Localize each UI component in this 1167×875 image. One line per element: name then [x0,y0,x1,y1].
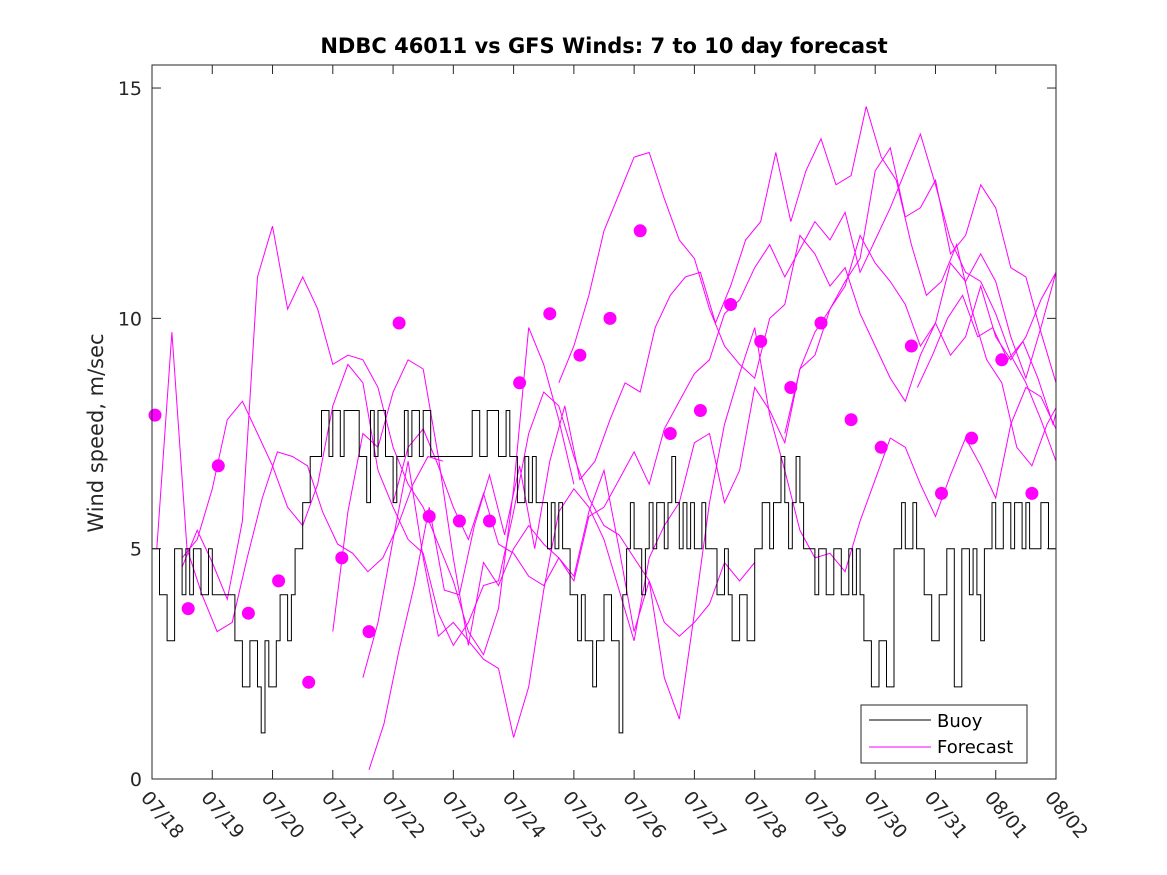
y-tick-label: 15 [118,78,142,100]
forecast-point [995,353,1009,367]
plot-background [152,65,1056,779]
forecast-point [362,625,376,639]
forecast-point [241,606,255,620]
forecast-series-line [181,363,756,647]
forecast-point [302,675,316,689]
forecast-point [844,413,858,427]
forecast-point [754,334,768,348]
forecast-point [965,431,979,445]
y-axis-ticks: 0 5 10 15 [118,78,1056,791]
legend-forecast-label: Forecast [937,737,1013,758]
forecast-point [814,316,828,330]
buoy-line [152,410,1056,734]
legend-buoy-label: Buoy [937,711,983,732]
forecast-point [392,316,406,330]
forecast-point [422,509,436,523]
forecast-point [335,551,349,565]
forecast-lines [156,106,1056,770]
forecast-series-line [156,332,444,633]
forecast-series-line [392,132,1056,587]
forecast-point [693,404,707,417]
forecast-point [874,440,888,454]
forecast-series-line [784,234,1056,434]
forecast-points [148,224,1039,689]
forecast-point [603,311,617,325]
forecast-point [181,602,195,616]
y-tick-label: 5 [130,539,142,561]
forecast-series-line [181,226,575,656]
forecast-series-line [558,151,1056,403]
forecast-point [633,224,647,238]
forecast-point [573,348,587,362]
axes-box [151,64,1057,780]
forecast-point [784,381,798,394]
forecast-point [904,339,918,353]
legend-box [860,704,1028,764]
forecast-series-line [332,327,1056,720]
chart-title: NDBC 46011 vs GFS Winds: 7 to 10 day for… [320,34,887,58]
forecast-point [483,514,496,528]
legend: Buoy Forecast [860,704,1028,764]
forecast-series-line [916,294,1056,427]
forecast-point [452,514,466,528]
y-tick-label: 10 [118,308,142,330]
forecast-point [1025,486,1039,500]
forecast-series-line [368,106,1056,770]
forecast-point [513,376,527,390]
forecast-point [148,408,162,422]
forecast-point [935,486,948,500]
forecast-point [272,574,286,588]
forecast-point [211,459,225,473]
y-axis-label: Wind speed, m/sec [84,333,108,532]
forecast-point [663,427,677,440]
forecast-point [543,307,557,321]
y-tick-label: 0 [130,769,142,791]
forecast-point [724,298,738,311]
buoy-line-group [152,410,1056,734]
